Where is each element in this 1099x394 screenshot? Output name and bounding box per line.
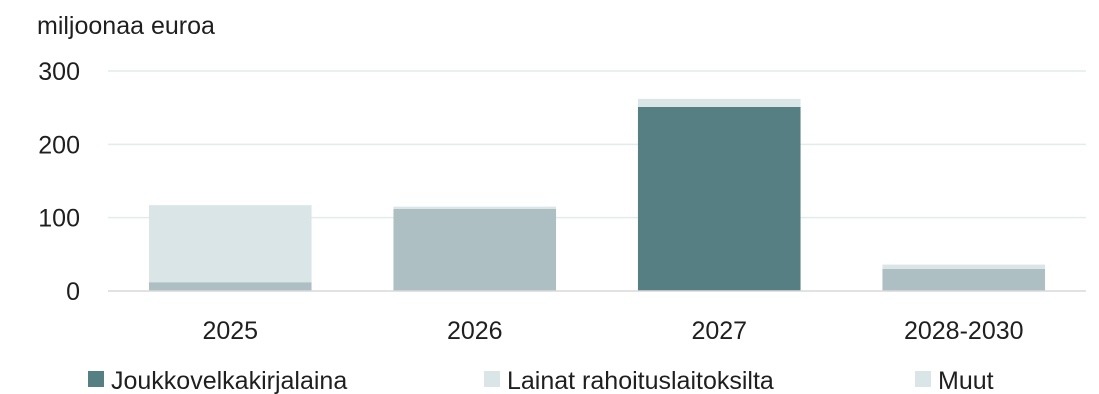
y-axis-ticks: 0 100 200 300 — [38, 58, 80, 306]
bar-segment — [637, 106, 801, 291]
legend-swatch — [484, 371, 500, 387]
x-tick-label: 2027 — [691, 317, 747, 345]
y-tick-label: 0 — [66, 278, 80, 306]
y-tick-label: 300 — [38, 58, 80, 86]
bar-segment — [882, 264, 1046, 269]
legend-label: Joukkovelkakirjalaina — [111, 367, 347, 394]
bar-segment — [148, 282, 312, 291]
bar-segment — [148, 205, 312, 283]
legend-label: Muut — [938, 367, 994, 394]
legend-swatch — [915, 371, 931, 387]
legend-swatch — [88, 371, 104, 387]
y-tick-label: 200 — [38, 131, 80, 159]
legend: Joukkovelkakirjalaina Lainat rahoituslait… — [88, 367, 994, 394]
gridlines — [108, 70, 1086, 219]
y-axis-label: miljoonaa euroa — [37, 12, 215, 40]
x-tick-label: 2026 — [447, 317, 503, 345]
bar-segment — [393, 206, 557, 209]
x-axis-ticks: 2025 2026 2027 2028-2030 — [202, 317, 1023, 345]
x-tick-label: 2025 — [202, 317, 258, 345]
bar-segment — [882, 269, 1046, 291]
bars — [148, 98, 1046, 291]
x-tick-label: 2028-2030 — [904, 317, 1024, 345]
bar-segment — [393, 208, 557, 291]
legend-label: Lainat rahoituslaitoksilta — [507, 367, 774, 394]
y-tick-label: 100 — [38, 205, 80, 233]
bar-segment — [637, 98, 801, 107]
